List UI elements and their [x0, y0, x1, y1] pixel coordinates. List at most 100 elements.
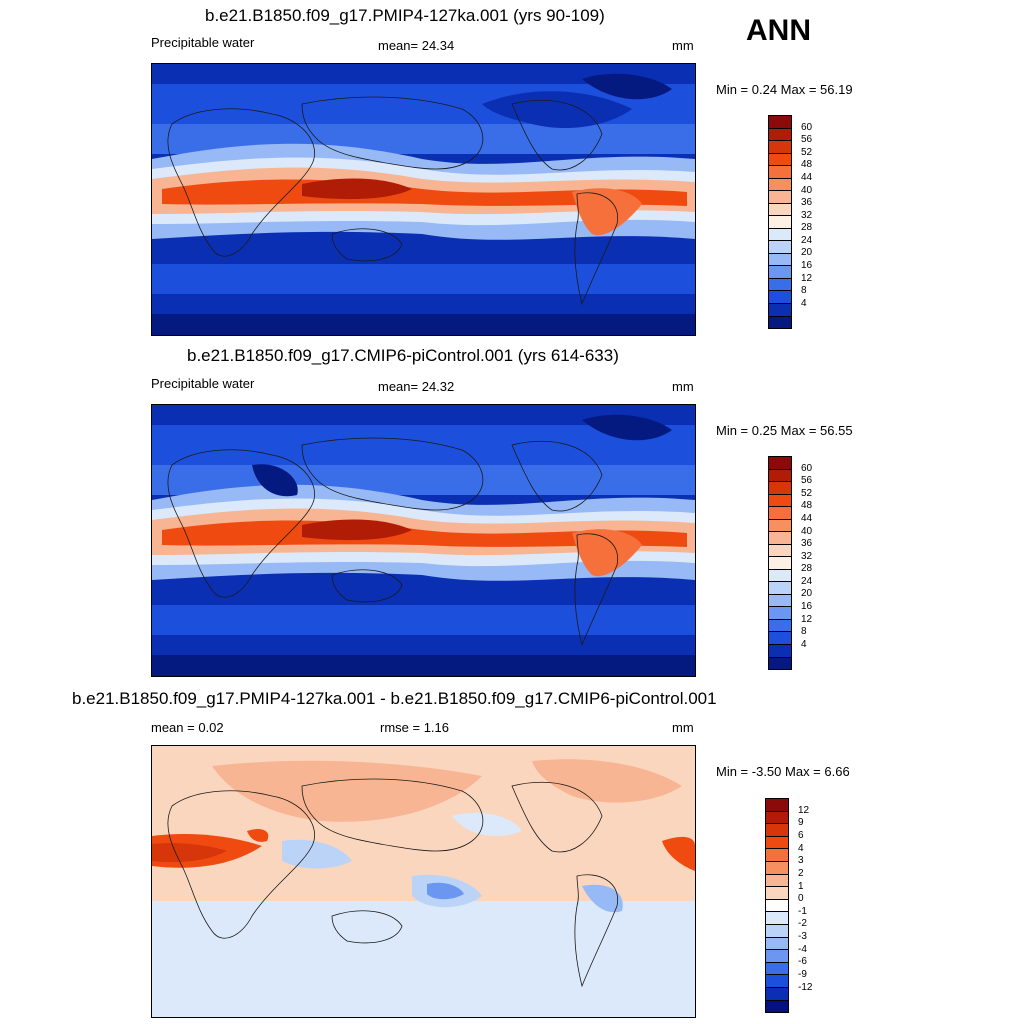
colorbar-tick-label: 4	[798, 842, 804, 854]
colorbar-swatch	[769, 632, 791, 645]
colorbar-swatch	[769, 594, 791, 608]
panel-2-minmax-label: Min = 0.25 Max = 56.55	[716, 423, 853, 438]
colorbar-swatch	[769, 266, 791, 279]
colorbar-tick-label: 4	[801, 638, 807, 650]
colorbar-tick-label: 24	[801, 234, 813, 246]
colorbar-swatch	[766, 874, 788, 888]
colorbar-tick-label: 9	[798, 817, 804, 829]
colorbar-tick-label: 1	[798, 880, 804, 892]
colorbar-swatch	[766, 849, 788, 862]
colorbar-tick-label: -1	[798, 905, 807, 917]
panel-2-map	[151, 404, 696, 677]
colorbar-swatch	[769, 166, 791, 179]
colorbar-swatch	[769, 141, 791, 154]
panel-2-title: b.e21.B1850.f09_g17.CMIP6-piControl.001 …	[187, 346, 619, 365]
colorbar-tick-label: 4	[801, 297, 807, 309]
panel-1-units-label: mm	[672, 38, 694, 53]
panel-3-units-label: mm	[672, 720, 694, 735]
colorbar-tick-label: 32	[801, 550, 813, 562]
panel-2-colorbar-labels: 60 56 52 48 44 40 36 32 28 24 20 16 12 8 4	[801, 456, 841, 668]
colorbar-tick-label: 52	[801, 146, 813, 158]
colorbar-swatch	[766, 899, 788, 913]
panel-3-mean-label: mean = 0.02	[151, 720, 224, 735]
colorbar-swatch	[769, 469, 791, 483]
panel-3-rmse-label: rmse = 1.16	[380, 720, 450, 735]
colorbar-swatch	[769, 241, 791, 254]
colorbar-tick-label: 28	[801, 222, 813, 234]
colorbar-swatch	[769, 303, 791, 317]
colorbar-swatch	[769, 291, 791, 304]
colorbar-tick-label: 16	[801, 601, 813, 613]
colorbar-tick-label: 20	[801, 588, 813, 600]
panel-2-variable-label: Precipitable water	[151, 376, 255, 391]
colorbar-tick-label: -6	[798, 956, 807, 968]
panel-3-minmax-label: Min = -3.50 Max = 6.66	[716, 764, 850, 779]
colorbar-tick-label: 40	[801, 525, 813, 537]
colorbar-swatch	[769, 619, 791, 633]
colorbar-swatch	[769, 507, 791, 520]
colorbar-swatch	[769, 532, 791, 545]
panel-1-variable-label: Precipitable water	[151, 35, 255, 50]
panel-1-contour-field	[152, 64, 695, 335]
colorbar-swatch	[766, 987, 788, 1001]
colorbar-tick-label: 2	[798, 867, 804, 879]
colorbar-swatch	[769, 191, 791, 204]
colorbar-swatch	[769, 607, 791, 620]
colorbar-swatch	[766, 912, 788, 925]
colorbar-tick-label: 48	[801, 500, 813, 512]
colorbar-swatch	[766, 937, 788, 951]
panel-3-colorbar-labels: 12 9 6 4 3 2 1 0 -1 -2 -3 -4 -6 -9 -12	[798, 798, 838, 1011]
colorbar-swatch	[766, 975, 788, 988]
colorbar-swatch	[769, 228, 791, 242]
colorbar-tick-label: 24	[801, 575, 813, 587]
colorbar-tick-label: 32	[801, 209, 813, 221]
colorbar-tick-label: 56	[801, 134, 813, 146]
colorbar-tick-label: 3	[798, 855, 804, 867]
colorbar-tick-label: -12	[798, 981, 813, 993]
colorbar-swatch	[769, 482, 791, 495]
colorbar-tick-label: -9	[798, 969, 807, 981]
panel-1-colorbar	[768, 115, 792, 329]
colorbar-tick-label: 8	[801, 285, 807, 297]
colorbar-tick-label: 8	[801, 626, 807, 638]
colorbar-tick-label: 12	[801, 613, 813, 625]
colorbar-swatch	[769, 253, 791, 267]
panel-2-colorbar	[768, 456, 792, 670]
panel-2-units-label: mm	[672, 379, 694, 394]
colorbar-tick-label: 16	[801, 260, 813, 272]
colorbar-tick-label: 20	[801, 247, 813, 259]
colorbar-swatch	[769, 278, 791, 292]
colorbar-tick-label: 44	[801, 512, 813, 524]
colorbar-swatch	[766, 962, 788, 976]
panel-1-title: b.e21.B1850.f09_g17.PMIP4-127ka.001 (yrs…	[205, 6, 605, 25]
colorbar-tick-label: -3	[798, 931, 807, 943]
colorbar-swatch	[766, 861, 788, 875]
panel-3-title: b.e21.B1850.f09_g17.PMIP4-127ka.001 - b.…	[72, 689, 717, 708]
colorbar-swatch	[769, 557, 791, 570]
colorbar-tick-label: 40	[801, 184, 813, 196]
season-label: ANN	[746, 14, 811, 47]
colorbar-swatch	[769, 494, 791, 508]
panel-1-mean-label: mean= 24.34	[378, 38, 455, 53]
panel-1-colorbar-labels: 60 56 52 48 44 40 36 32 28 24 20 16 12 8 4	[801, 115, 841, 327]
colorbar-tick-label: 36	[801, 538, 813, 550]
colorbar-tick-label: 12	[801, 272, 813, 284]
colorbar-swatch	[766, 924, 788, 938]
colorbar-swatch	[766, 824, 788, 837]
colorbar-swatch	[769, 544, 791, 558]
colorbar-swatch	[769, 178, 791, 192]
colorbar-swatch	[769, 116, 791, 129]
colorbar-swatch	[769, 582, 791, 595]
colorbar-tick-label: 12	[798, 804, 810, 816]
colorbar-swatch	[766, 950, 788, 963]
panel-1-map	[151, 63, 696, 336]
colorbar-swatch	[769, 316, 791, 329]
colorbar-swatch	[769, 153, 791, 167]
colorbar-swatch	[769, 519, 791, 533]
colorbar-swatch	[769, 644, 791, 658]
colorbar-swatch	[766, 811, 788, 825]
panel-3-colorbar	[765, 798, 789, 1013]
colorbar-swatch	[766, 887, 788, 900]
colorbar-swatch	[766, 799, 788, 812]
colorbar-tick-label: 56	[801, 475, 813, 487]
